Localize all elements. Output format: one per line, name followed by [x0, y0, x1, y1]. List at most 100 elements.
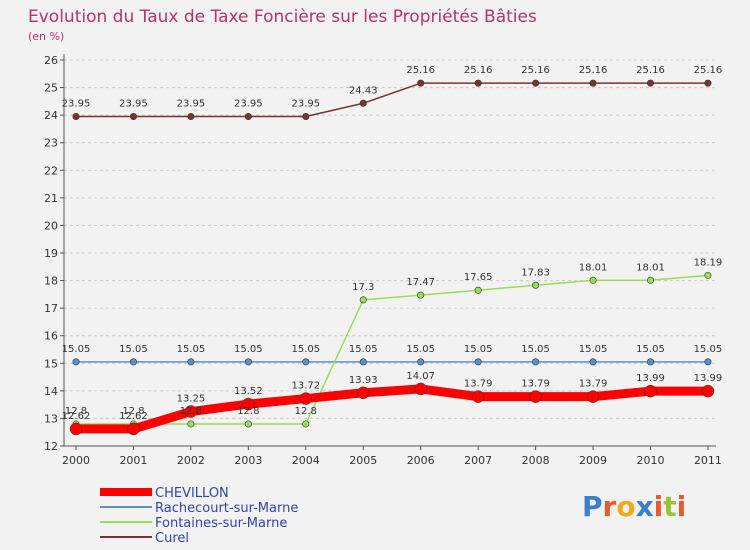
data-label: 12.8	[237, 406, 259, 417]
x-tick-label: 2008	[522, 454, 550, 467]
data-label: 15.05	[349, 344, 378, 355]
data-label: 14.07	[406, 371, 435, 382]
data-label: 13.99	[694, 373, 723, 384]
x-tick-label: 2010	[637, 454, 665, 467]
data-label: 23.95	[177, 99, 206, 110]
data-label: 25.16	[464, 65, 493, 76]
data-point	[184, 405, 198, 418]
data-point	[589, 79, 597, 87]
data-label: 17.3	[352, 282, 374, 293]
data-label: 15.05	[694, 344, 723, 355]
data-label: 15.05	[579, 344, 608, 355]
data-label: 15.05	[62, 344, 91, 355]
data-point	[72, 113, 80, 121]
x-tick-label: 2002	[177, 454, 205, 467]
y-tick-label: 13	[44, 412, 58, 425]
series-line-fontaines-sur-marne	[76, 274, 709, 425]
data-point	[244, 113, 252, 121]
data-point	[417, 291, 425, 299]
data-point	[302, 358, 310, 366]
data-point	[417, 358, 425, 366]
chart-subtitle: (en %)	[28, 30, 64, 43]
data-label: 17.83	[521, 267, 550, 278]
data-point	[242, 397, 255, 411]
data-point	[586, 390, 600, 403]
y-tick-label: 19	[44, 247, 58, 260]
data-point	[127, 422, 140, 436]
data-label: 25.16	[694, 65, 723, 76]
data-label: 18.19	[694, 257, 723, 268]
data-point	[187, 420, 195, 428]
data-point	[704, 358, 712, 366]
data-point	[474, 286, 482, 294]
data-label: 17.47	[406, 277, 435, 288]
data-point	[704, 79, 712, 87]
y-tick-label: 17	[44, 302, 58, 315]
legend-label: CHEVILLON	[155, 486, 229, 501]
data-point	[302, 113, 310, 121]
data-label: 13.25	[177, 394, 206, 405]
data-point	[532, 358, 540, 366]
x-tick-label: 2006	[407, 454, 435, 467]
data-label: 23.95	[234, 99, 263, 110]
y-tick-label: 16	[44, 330, 58, 343]
y-tick-label: 12	[44, 440, 58, 453]
data-label: 12.8	[180, 406, 202, 417]
data-point	[644, 384, 657, 398]
data-label: 15.05	[119, 344, 148, 355]
data-point	[359, 296, 367, 304]
y-axis-ticks: 12 13 14 15 16 17 18 19 20 21 22 23 24 25 26	[44, 54, 58, 453]
data-point	[646, 358, 654, 366]
data-point	[302, 420, 310, 428]
y-tick-label: 22	[44, 164, 58, 177]
data-label: 13.99	[636, 373, 665, 384]
legend-label: Rachecourt-sur-Marne	[155, 501, 298, 516]
x-tick-label: 2001	[119, 454, 147, 467]
data-point	[357, 386, 370, 400]
proxiti-logo: Proxiti	[582, 490, 686, 523]
grid	[64, 59, 716, 447]
logo-text: Proxiti	[582, 490, 686, 523]
data-label: 23.95	[119, 99, 148, 110]
data-point	[532, 79, 540, 87]
data-labels: 12.62 12.62 13.25 13.52 13.72 13.93 14.07 13.79…	[62, 65, 723, 422]
data-label: 12.62	[62, 411, 91, 422]
data-point	[417, 79, 425, 87]
data-label: 15.05	[464, 344, 493, 355]
x-tick-label: 2000	[62, 454, 90, 467]
x-tick-label: 2009	[579, 454, 607, 467]
data-point	[244, 420, 252, 428]
data-label: 12.8	[65, 406, 87, 417]
data-point	[72, 358, 80, 366]
series-line-curel	[76, 82, 708, 118]
data-label: 15.05	[636, 344, 665, 355]
data-point	[701, 384, 715, 398]
data-point	[474, 79, 482, 87]
y-tick-label: 24	[44, 109, 58, 122]
data-point	[359, 358, 367, 366]
data-point	[646, 276, 654, 284]
data-label: 18.01	[579, 262, 608, 273]
legend-label: Curel	[155, 531, 189, 546]
data-point	[244, 358, 252, 366]
data-point	[529, 390, 542, 403]
data-label: 13.79	[521, 379, 550, 390]
x-tick-label: 2004	[292, 454, 320, 467]
data-label: 25.16	[636, 65, 665, 76]
data-point	[414, 382, 427, 396]
data-point	[359, 99, 367, 107]
data-point	[129, 113, 137, 121]
data-point	[704, 271, 712, 279]
data-label: 13.79	[464, 379, 493, 390]
data-label: 15.05	[234, 344, 263, 355]
data-point	[474, 358, 482, 366]
data-label: 15.05	[177, 344, 206, 355]
data-point	[589, 276, 597, 284]
data-label: 25.16	[406, 65, 435, 76]
series-layer	[69, 79, 715, 436]
data-label: 25.16	[579, 65, 608, 76]
data-label: 15.05	[291, 344, 320, 355]
data-label: 13.93	[349, 375, 378, 386]
y-tick-label: 20	[44, 219, 58, 232]
data-point	[532, 281, 540, 289]
